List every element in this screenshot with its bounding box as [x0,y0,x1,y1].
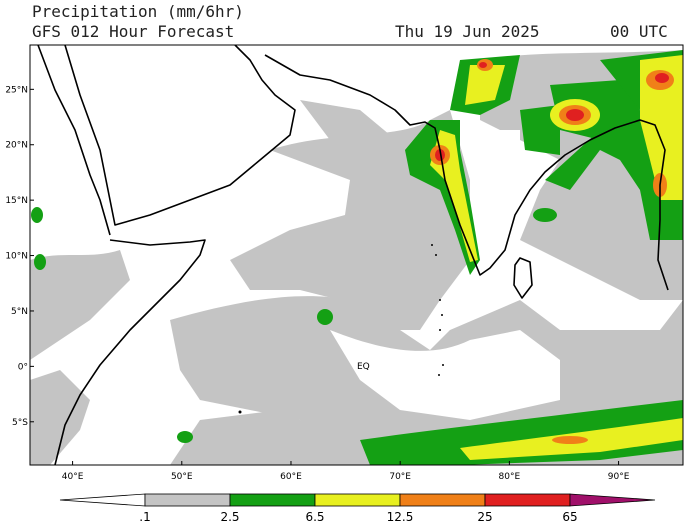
colorbar-label: 25 [477,510,492,524]
lon-tick-label: 50°E [171,472,193,482]
title: Precipitation (mm/6hr) [32,2,244,21]
lon-tick-label: 40°E [62,472,84,482]
lat-tick-label: 0° [18,362,28,372]
dry-area [330,130,560,420]
lat-tick-label: 25°N [5,85,28,95]
time: 00 UTC [610,22,668,41]
lon-tick-label: 90°E [608,472,630,482]
colorbar-segment [229,493,316,507]
colorbar-label: .1 [139,510,150,524]
colorbar-label: 65 [562,510,577,524]
lat-tick-label: 5°N [11,307,28,317]
lon-tick-label: 80°E [499,472,521,482]
colorbar-segment [484,493,571,507]
lat-tick-label: 15°N [5,196,28,206]
colorbar-segment [314,493,401,507]
colorbar-segment [399,493,486,507]
equator-label: EQ [357,362,370,372]
coastline [37,45,669,465]
colorbar-label: 6.5 [305,510,324,524]
lat-tick-label: 20°N [5,141,28,151]
lon-tick-label: 70°E [389,472,411,482]
date: Thu 19 Jun 2025 [395,22,540,41]
lat-tick-label: 10°N [5,252,28,262]
colorbar-low [59,493,146,507]
lat-tick-label: 5°S [12,418,28,428]
subtitle: GFS 012 Hour Forecast [32,22,234,41]
lon-tick-label: 60°E [280,472,302,482]
extreme-precip [435,62,669,161]
map-field [30,45,683,465]
colorbar-label: 2.5 [220,510,239,524]
islands [238,244,444,414]
map-frame [29,44,684,466]
colorbar-label: 12.5 [387,510,414,524]
colorbar-segment [144,493,231,507]
colorbar-high [569,493,656,507]
